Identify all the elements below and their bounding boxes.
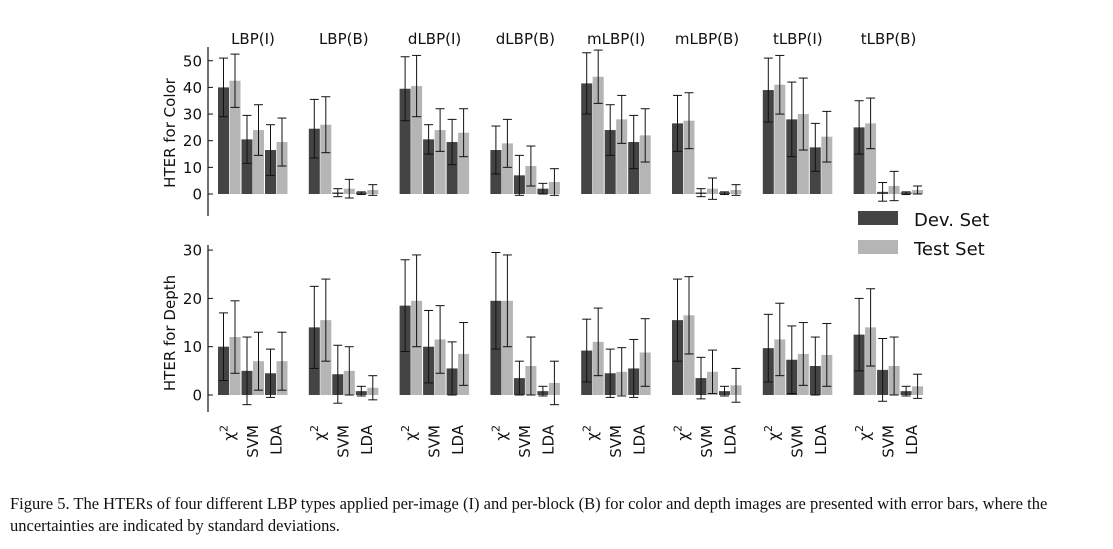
bar-color-dev-lbp-i-1 [241,139,253,194]
y-tick-label-depth-10: 10 [183,338,202,356]
bar-color-test-lbp-b-0 [320,124,332,194]
chi-superscript: 2 [217,425,230,432]
group-title-dlbp-b: dLBP(B) [496,30,555,48]
chi-symbol: χ [856,432,874,441]
x-tick-label-dlbp-b-svm: SVM [516,425,534,458]
chi-symbol: χ [311,432,329,441]
figure-caption: Figure 5. The HTERs of four different LB… [10,494,1048,535]
chi-symbol: χ [493,432,511,441]
legend-label-test-set: Test Set [913,239,985,260]
x-tick-label-mlbp-i-chi2: χ2 [580,425,601,441]
y-axis-label-color: HTER for Color [161,77,179,187]
bar-color-dev-tlbp-b-0 [853,127,865,194]
legend-label-dev-set: Dev. Set [914,210,989,231]
bar-color-test-tlbp-i-0 [774,84,786,194]
x-tick-label-lbp-i-chi2: χ2 [217,425,238,441]
chi-symbol: χ [402,432,420,441]
x-tick-label-dlbp-b-chi2: χ2 [490,425,511,441]
y-tick-label-color-10: 10 [183,159,202,177]
bar-depth-test-dlbp-b-0 [501,300,513,395]
bar-color-test-dlbp-i-2 [458,132,470,194]
x-tick-label-mlbp-b-svm: SVM [698,425,716,458]
x-tick-label-tlbp-i-svm: SVM [789,425,807,458]
bar-color-test-lbp-i-0 [229,80,241,194]
legend-swatch-test-set [858,240,898,254]
y-tick-label-depth-20: 20 [183,290,202,308]
bar-color-test-lbp-i-2 [276,142,288,194]
x-tick-label-dlbp-i-lda: LDA [449,424,467,455]
x-tick-label-mlbp-b-lda: LDA [721,424,739,455]
bar-color-dev-lbp-b-0 [308,128,320,194]
chi-symbol: χ [220,432,238,441]
y-axis-label-depth: HTER for Depth [161,275,179,391]
bar-color-dev-mlbp-b-0 [672,123,683,194]
chi-superscript: 2 [762,425,775,432]
bar-color-test-mlbp-i-2 [639,135,651,194]
bar-color-test-tlbp-b-0 [865,123,877,194]
group-title-dlbp-i: dLBP(I) [408,30,461,48]
bar-color-test-dlbp-i-1 [434,130,446,194]
bar-color-dev-lbp-i-0 [218,87,229,194]
chi-superscript: 2 [853,425,866,432]
bar-color-test-dlbp-b-0 [501,143,513,194]
x-tick-label-dlbp-b-lda: LDA [540,424,558,455]
bar-color-test-dlbp-i-0 [411,86,423,194]
group-title-mlbp-i: mLBP(I) [587,30,645,48]
y-tick-label-color-0: 0 [192,186,202,204]
legend-swatch-dev-set [858,211,898,225]
group-title-lbp-i: LBP(I) [231,30,275,48]
x-tick-label-mlbp-b-chi2: χ2 [671,425,692,441]
chi-symbol: χ [583,432,601,441]
bar-color-dev-mlbp-i-1 [604,130,616,194]
bar-color-dev-dlbp-i-0 [399,88,411,194]
group-title-tlbp-i: tLBP(I) [773,30,823,48]
x-tick-label-tlbp-i-lda: LDA [812,424,830,455]
chi-symbol: χ [765,432,783,441]
chi-symbol: χ [674,432,692,441]
x-tick-label-mlbp-i-lda: LDA [630,424,648,455]
y-tick-label-color-40: 40 [183,79,202,97]
bar-color-test-tlbp-i-2 [821,136,833,194]
group-title-lbp-b: LBP(B) [319,30,369,48]
chi-superscript: 2 [580,425,593,432]
bar-color-test-mlbp-i-1 [616,119,628,194]
group-title-tlbp-b: tLBP(B) [861,30,917,48]
bar-color-test-mlbp-b-0 [683,120,695,194]
x-tick-label-lbp-b-chi2: χ2 [308,425,329,441]
x-tick-label-tlbp-b-chi2: χ2 [853,425,874,441]
y-tick-label-color-50: 50 [183,52,202,70]
y-tick-label-color-30: 30 [183,106,202,124]
figure: LBP(I) LBP(B) dLBP(I) dLBP(B) mLBP(I) mLBP(B)… [161,30,989,458]
bar-color-dev-mlbp-i-0 [581,83,593,194]
bar-color-test-tlbp-i-1 [797,114,809,194]
x-tick-label-dlbp-i-chi2: χ2 [399,425,420,441]
bar-color-dev-tlbp-i-0 [762,90,774,194]
x-tick-label-lbp-b-lda: LDA [358,424,376,455]
chi-superscript: 2 [308,425,321,432]
x-tick-label-tlbp-i-chi2: χ2 [762,425,783,441]
bar-color-dev-dlbp-i-1 [423,139,435,194]
x-tick-label-tlbp-b-svm: SVM [879,425,897,458]
bar-depth-test-mlbp-b-0 [683,315,695,395]
bar-depth-test-dlbp-i-0 [411,300,423,395]
x-tick-label-lbp-i-svm: SVM [244,425,262,458]
chi-superscript: 2 [399,425,412,432]
bar-color-dev-dlbp-i-2 [446,142,458,194]
y-tick-label-depth-30: 30 [183,242,202,260]
x-tick-label-lbp-i-lda: LDA [267,424,285,455]
x-tick-label-mlbp-i-svm: SVM [607,425,625,458]
x-tick-label-lbp-b-svm: SVM [335,425,353,458]
chi-superscript: 2 [490,425,503,432]
x-tick-label-tlbp-b-lda: LDA [903,424,921,455]
y-tick-label-color-20: 20 [183,132,202,150]
group-title-mlbp-b: mLBP(B) [675,30,739,48]
bar-color-test-lbp-i-1 [253,130,264,194]
hter-chart: LBP(I) LBP(B) dLBP(I) dLBP(B) mLBP(I) mLBP(B)… [161,30,989,458]
x-tick-label-dlbp-i-svm: SVM [425,425,443,458]
chi-superscript: 2 [671,425,684,432]
bar-color-test-mlbp-i-0 [592,76,604,194]
y-tick-label-depth-0: 0 [192,387,202,405]
